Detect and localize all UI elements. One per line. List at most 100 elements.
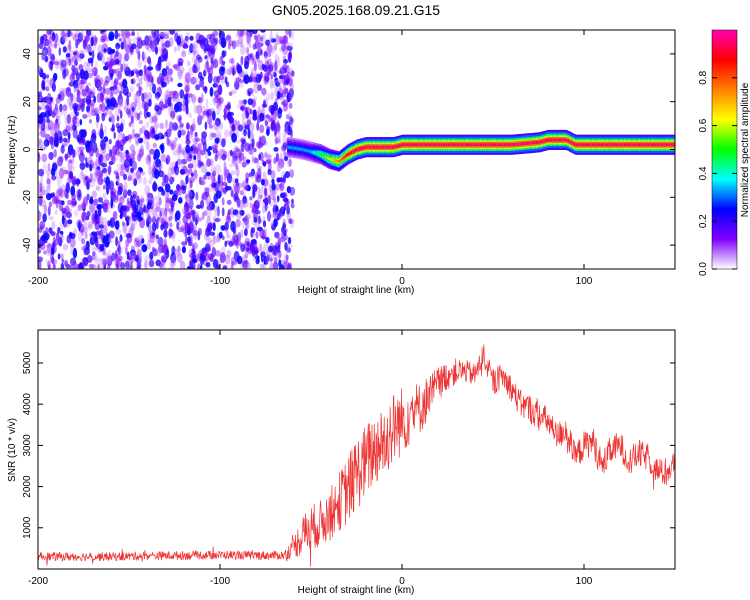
spectrogram-ridge-cell [423, 143, 426, 147]
spectrogram-noise-cell [94, 253, 98, 264]
spectrogram-noise-cell [145, 121, 150, 128]
spectrogram-noise-cell [101, 163, 108, 168]
spectrogram-noise-cell [137, 153, 142, 162]
spectrogram-noise-cell [257, 106, 262, 116]
spectrogram-noise-cell [174, 103, 179, 113]
spectrogram-noise-cell [141, 51, 145, 61]
spectrogram-noise-cell [152, 207, 158, 219]
spectrogram-noise-cell [94, 198, 99, 204]
snr-y-tick-label: 1000 [22, 516, 33, 539]
spectrogram-noise-cell [38, 142, 41, 147]
spectrogram-noise-cell [170, 254, 177, 263]
spectrogram-noise-cell [101, 154, 107, 165]
spectrogram-noise-cell [243, 129, 247, 136]
spectrogram-noise-cell [76, 96, 81, 103]
spectrogram-noise-cell [102, 83, 106, 93]
spectrogram-x-tick-label: -100 [210, 276, 230, 287]
spectrogram-noise-cell [126, 233, 133, 244]
spectrogram-noise-cell [122, 86, 128, 94]
spectrogram-ridge-cell [428, 143, 431, 147]
spectrogram-noise-cell [44, 123, 51, 131]
spectrogram-ridge-cell [538, 140, 541, 144]
spectrogram-noise-cell [290, 70, 295, 77]
spectrogram-noise-cell [278, 92, 283, 98]
spectrogram-noise-cell [283, 174, 286, 184]
spectrogram-ridge-cell [393, 145, 395, 149]
spectrogram-noise-cell [263, 255, 268, 265]
colorbar-tick-label: 0.0 [698, 262, 709, 276]
spectrogram-noise-cell [69, 100, 74, 111]
spectrogram-noise-cell [72, 128, 78, 139]
spectrogram-ridge-cell [458, 143, 460, 147]
spectrogram-noise-cell [111, 114, 116, 125]
spectrogram-noise-cell [125, 266, 129, 269]
spectrogram-ridge-cell [510, 143, 513, 147]
spectrogram-ridge-cell [376, 145, 379, 149]
spectrogram-noise-cell [97, 169, 104, 178]
spectrogram-noise-cell [52, 74, 56, 84]
spectrogram-ridge-cell [605, 143, 608, 147]
spectrogram-ridge-cell [447, 143, 450, 147]
spectrogram-noise-cell [250, 227, 256, 234]
spectrogram-noise-cell [53, 120, 60, 129]
spectrogram-noise-cell [189, 35, 194, 41]
spectrogram-noise-cell [119, 90, 123, 96]
spectrogram-noise-cell [193, 211, 199, 219]
spectrogram-noise-cell [121, 30, 128, 38]
spectrogram-noise-cell [93, 233, 96, 242]
spectrogram-noise-cell [202, 141, 207, 152]
spectrogram-y-tick-label: 40 [22, 48, 33, 60]
spectrogram-ridge-cell [297, 147, 300, 151]
spectrogram-noise-cell [130, 70, 135, 77]
spectrogram-noise-cell [119, 96, 123, 107]
spectrogram-noise-cell [244, 185, 249, 191]
spectrogram-noise-cell [180, 66, 185, 74]
spectrogram-noise-cell [158, 162, 164, 170]
spectrogram-noise-cell [115, 228, 122, 235]
spectrogram-ridge-cell [616, 143, 618, 147]
spectrogram-noise-cell [234, 195, 239, 201]
spectrogram-noise-cell [181, 50, 187, 58]
spectrogram-noise-cell [120, 63, 124, 73]
spectrogram-noise-cell [253, 83, 260, 94]
spectrogram-noise-cell [143, 64, 147, 75]
spectrogram-noise-cell [138, 77, 143, 86]
spectrogram-ridge-cell [501, 143, 504, 147]
spectrogram-noise-cell [280, 39, 285, 45]
spectrogram-noise-cell [269, 79, 274, 89]
spectrogram-noise-cell [238, 72, 242, 77]
spectrogram-noise-cell [209, 112, 212, 119]
spectrogram-noise-cell [50, 62, 53, 71]
spectrogram-noise-cell [85, 85, 90, 93]
spectrogram-noise-cell [195, 84, 201, 91]
spectrogram-noise-cell [189, 43, 195, 52]
spectrogram-noise-cell [284, 75, 288, 83]
spectrogram-ridge-cell [622, 143, 625, 147]
spectrogram-noise-cell [61, 88, 67, 97]
spectrogram-noise-cell [78, 223, 85, 233]
spectrogram-noise-cell [244, 262, 250, 269]
spectrogram-ridge-cell [320, 153, 323, 156]
spectrogram-noise-cell [143, 72, 148, 82]
spectrogram-noise-cell [82, 114, 88, 119]
spectrogram-noise-cell [170, 30, 174, 35]
spectrogram-noise-cell [282, 192, 288, 199]
spectrogram-ridge-cell [382, 145, 385, 149]
spectrogram-noise-cell [119, 144, 124, 152]
spectrogram-ridge-cell [566, 138, 569, 142]
spectrogram-noise-cell [101, 251, 107, 256]
spectrogram-noise-cell [62, 243, 69, 251]
spectrogram-noise-cell [38, 196, 43, 207]
spectrogram-noise-cell [146, 57, 150, 64]
spectrogram-noise-cell [84, 157, 88, 162]
spectrogram-noise-cell [116, 67, 123, 78]
snr-series-line [38, 344, 675, 567]
spectrogram-noise-cell [268, 117, 273, 123]
spectrogram-noise-cell [212, 235, 218, 244]
spectrogram-noise-cell [107, 263, 111, 269]
spectrogram-noise-cell [42, 49, 48, 55]
spectrogram-noise-cell [117, 138, 120, 148]
spectrogram-ridge-cell [419, 143, 422, 147]
spectrogram-noise-cell [267, 52, 272, 58]
spectrogram-noise-cell [248, 172, 252, 177]
